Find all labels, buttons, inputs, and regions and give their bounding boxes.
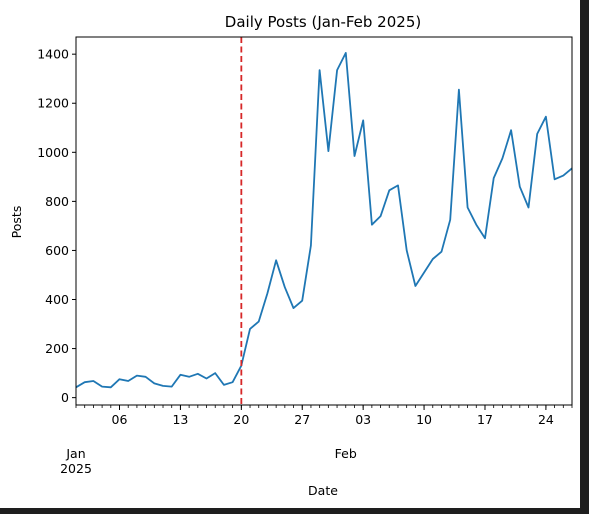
x-tick-label: 27 (294, 412, 310, 427)
y-tick-label: 1200 (37, 96, 69, 111)
y-tick-label: 1000 (37, 145, 69, 160)
x-month-label: Jan 2025 (60, 446, 92, 476)
y-tick-label: 800 (45, 194, 69, 209)
y-tick-label: 600 (45, 243, 69, 258)
x-tick-label: 03 (355, 412, 371, 427)
y-tick-label: 400 (45, 292, 69, 307)
y-tick-label: 200 (45, 341, 69, 356)
x-tick-label: 24 (538, 412, 554, 427)
y-axis-label: Posts (9, 206, 24, 239)
x-tick-label: 13 (172, 412, 188, 427)
axes-frame (75, 36, 573, 406)
x-tick-label: 10 (416, 412, 432, 427)
plot-area: 0 200 400 600 800 1000 1200 1400 06 13 20 27 03 10 17 2… (37, 36, 573, 476)
chart-title: Daily Posts (Jan-Feb 2025) (225, 13, 421, 31)
y-tick-label: 1400 (37, 47, 69, 62)
y-tick-label: 0 (61, 390, 69, 405)
x-month-label: Feb (335, 446, 357, 461)
x-tick-label: 17 (477, 412, 493, 427)
chart-svg: Daily Posts (Jan-Feb 2025) Posts Date 0 2… (9, 13, 573, 498)
x-tick-label: 06 (112, 412, 128, 427)
x-axis-label: Date (308, 483, 338, 498)
x-tick-label: 20 (233, 412, 249, 427)
chart-figure: Daily Posts (Jan-Feb 2025) Posts Date 0 2… (0, 0, 580, 508)
series-line (75, 52, 573, 389)
